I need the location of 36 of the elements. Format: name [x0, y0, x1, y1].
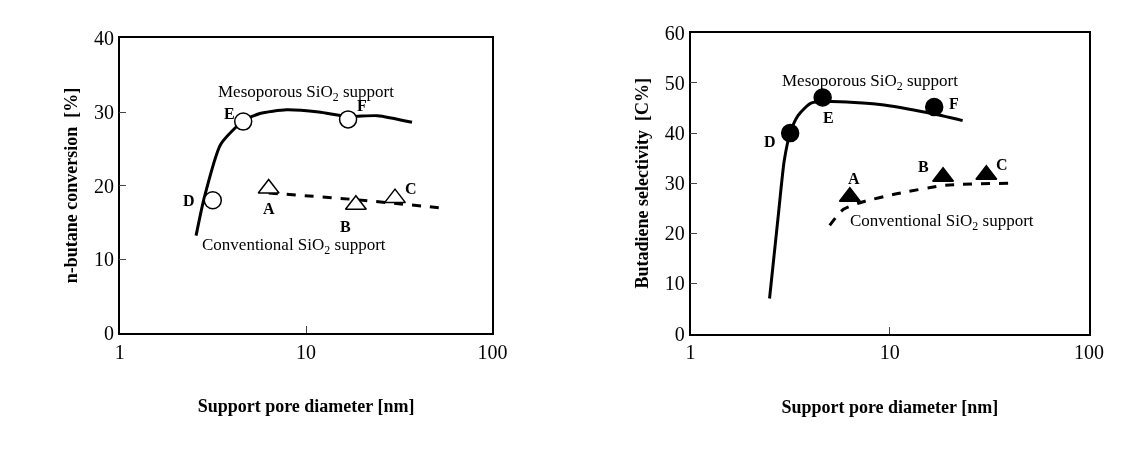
- annotation: A: [848, 170, 860, 187]
- annotation: D: [183, 192, 195, 209]
- y-tick-label: 30: [93, 101, 114, 124]
- x-tick-label: 10: [879, 341, 900, 364]
- x-axis-title: Support pore diameter [nm]: [781, 396, 999, 417]
- x-tick-label: 100: [1074, 341, 1105, 364]
- annotation: B: [918, 158, 929, 175]
- annotation: E: [224, 105, 235, 122]
- y-tick-label: 30: [664, 172, 685, 195]
- annotation: Conventional SiO$_{2}$ support: [850, 211, 1034, 233]
- y-tick-label: 20: [93, 174, 114, 197]
- y-tick-label: 40: [93, 27, 114, 50]
- annotation: C: [405, 180, 417, 197]
- annotation: Mesoporous SiO$_{2}$ support: [782, 71, 959, 93]
- y-tick-label: 20: [664, 222, 685, 245]
- x-axis-title: Support pore diameter [nm]: [197, 396, 415, 417]
- x-tick-label: 10: [296, 340, 317, 363]
- annotation: Conventional SiO$_{2}$ support: [202, 235, 386, 257]
- y-tick-label: 0: [103, 321, 114, 344]
- y-tick-label: 40: [664, 122, 685, 145]
- y-tick-label: 50: [664, 72, 685, 94]
- annotation: C: [996, 156, 1008, 173]
- annotation: B: [340, 218, 351, 235]
- x-tick-label: 1: [114, 340, 125, 363]
- x-tick-label: 100: [477, 340, 508, 363]
- y-tick-label: 10: [93, 248, 114, 271]
- y-tick-label: 10: [664, 272, 685, 295]
- annotation: D: [764, 133, 776, 150]
- annotation: F: [949, 95, 959, 112]
- annotation: E: [823, 109, 834, 126]
- y-tick-label: 60: [664, 21, 685, 44]
- y-axis-title: Butadiene selectivity [C%]: [631, 78, 652, 289]
- y-axis-title: n-butane conversion [%]: [60, 87, 81, 284]
- x-tick-label: 1: [685, 341, 696, 364]
- y-tick-label: 0: [674, 322, 685, 345]
- annotation: A: [263, 200, 275, 217]
